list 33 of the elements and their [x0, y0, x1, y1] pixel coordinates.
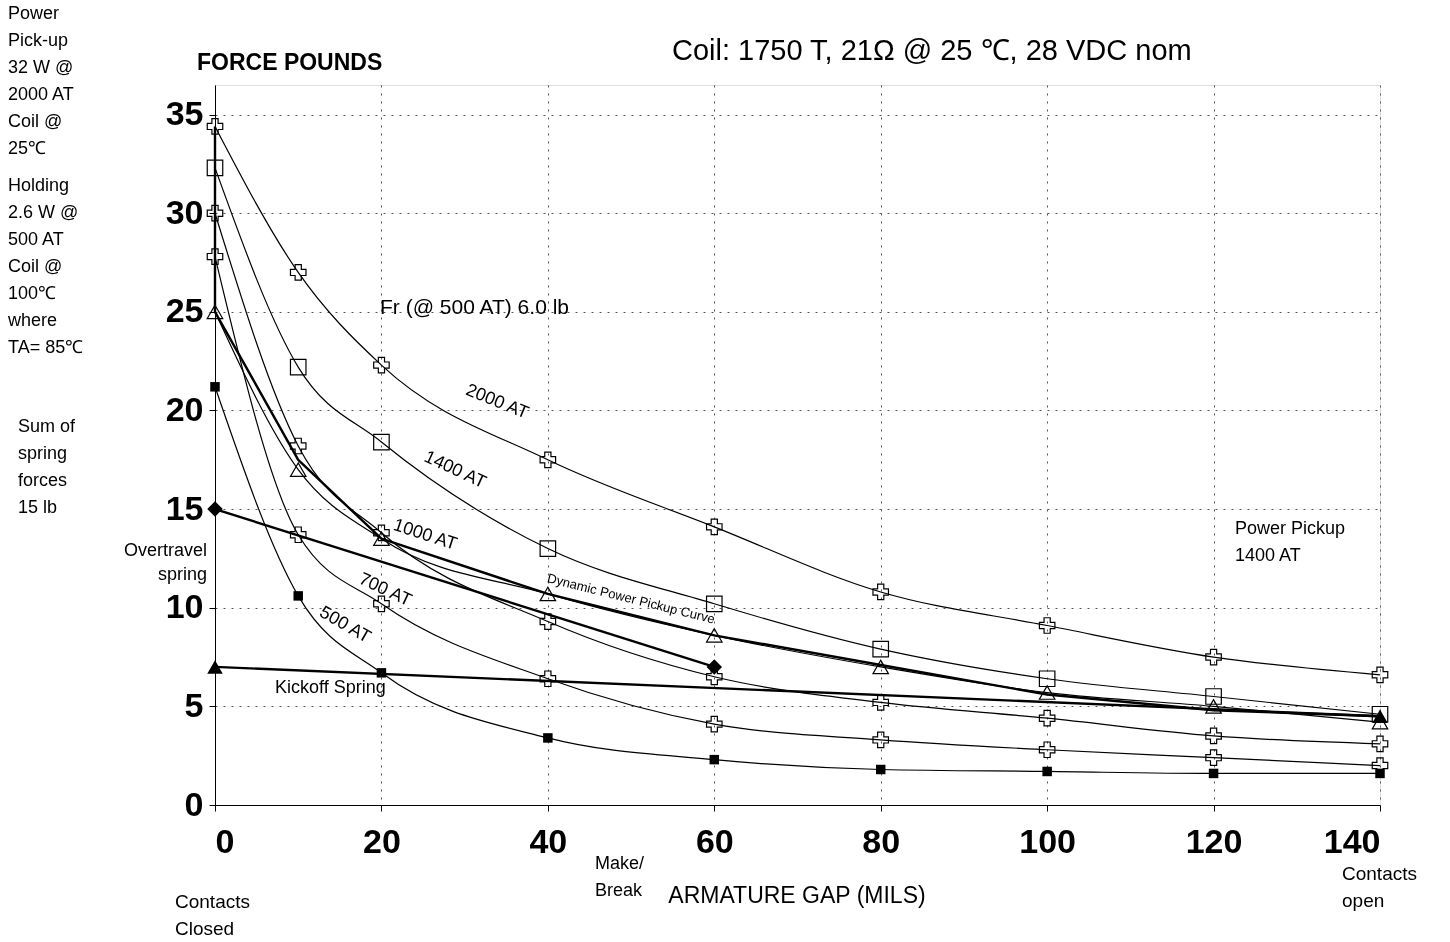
x-tick-label: 40 — [529, 821, 568, 860]
y-tick-label: 20 — [165, 389, 204, 428]
series-label: Overtravel spring — [123, 540, 207, 584]
x-tick-label: 100 — [1019, 821, 1077, 860]
x-tick-label: 20 — [363, 821, 401, 860]
text: Dynamic Power Pickup Curve — [545, 570, 717, 627]
text: Contacts open — [1342, 863, 1417, 911]
text: Sum of spring forces 15 lb — [18, 416, 77, 517]
annotation: Fr (@ 500 AT) 6.0 lb — [380, 295, 569, 318]
x-tick-label: 120 — [1185, 821, 1243, 860]
y-tick-label: 35 — [165, 94, 204, 133]
text: 2000 AT — [463, 379, 532, 423]
series-label: Kickoff Spring — [275, 677, 386, 697]
y-axis-title: FORCE POUNDS — [197, 49, 383, 75]
text: 1400 AT — [421, 446, 490, 493]
x-axis-title: ARMATURE GAP (MILS) — [668, 882, 926, 908]
x-tick-label: 60 — [695, 821, 734, 860]
text: Holding 2.6 W @ 500 AT Coil @ 100℃ where TA= 85℃ — [7, 175, 84, 357]
y-tick-label: 5 — [184, 685, 204, 724]
y-tick-label: 0 — [184, 784, 204, 823]
x-tick-label: 80 — [862, 821, 901, 860]
y-tick-label: 25 — [165, 291, 204, 330]
text: 1000 AT — [390, 514, 460, 554]
y-tick-label: 10 — [165, 587, 204, 626]
x-tick-label: 140 — [1323, 821, 1381, 860]
y-tick-label: 15 — [165, 488, 204, 527]
text: Contacts Closed — [175, 891, 250, 939]
y-tick-label: 30 — [165, 192, 204, 231]
x-tick-label: 0 — [215, 821, 235, 860]
text: Power Pick-up 32 W @ 2000 AT Coil @ 25℃ — [8, 3, 74, 158]
chart-title: Coil: 1750 T, 21Ω @ 25 ℃, 28 VDC nom — [672, 34, 1192, 66]
annotation: Power Pickup 1400 AT — [1235, 518, 1346, 565]
text: Make/ Break — [595, 853, 645, 900]
